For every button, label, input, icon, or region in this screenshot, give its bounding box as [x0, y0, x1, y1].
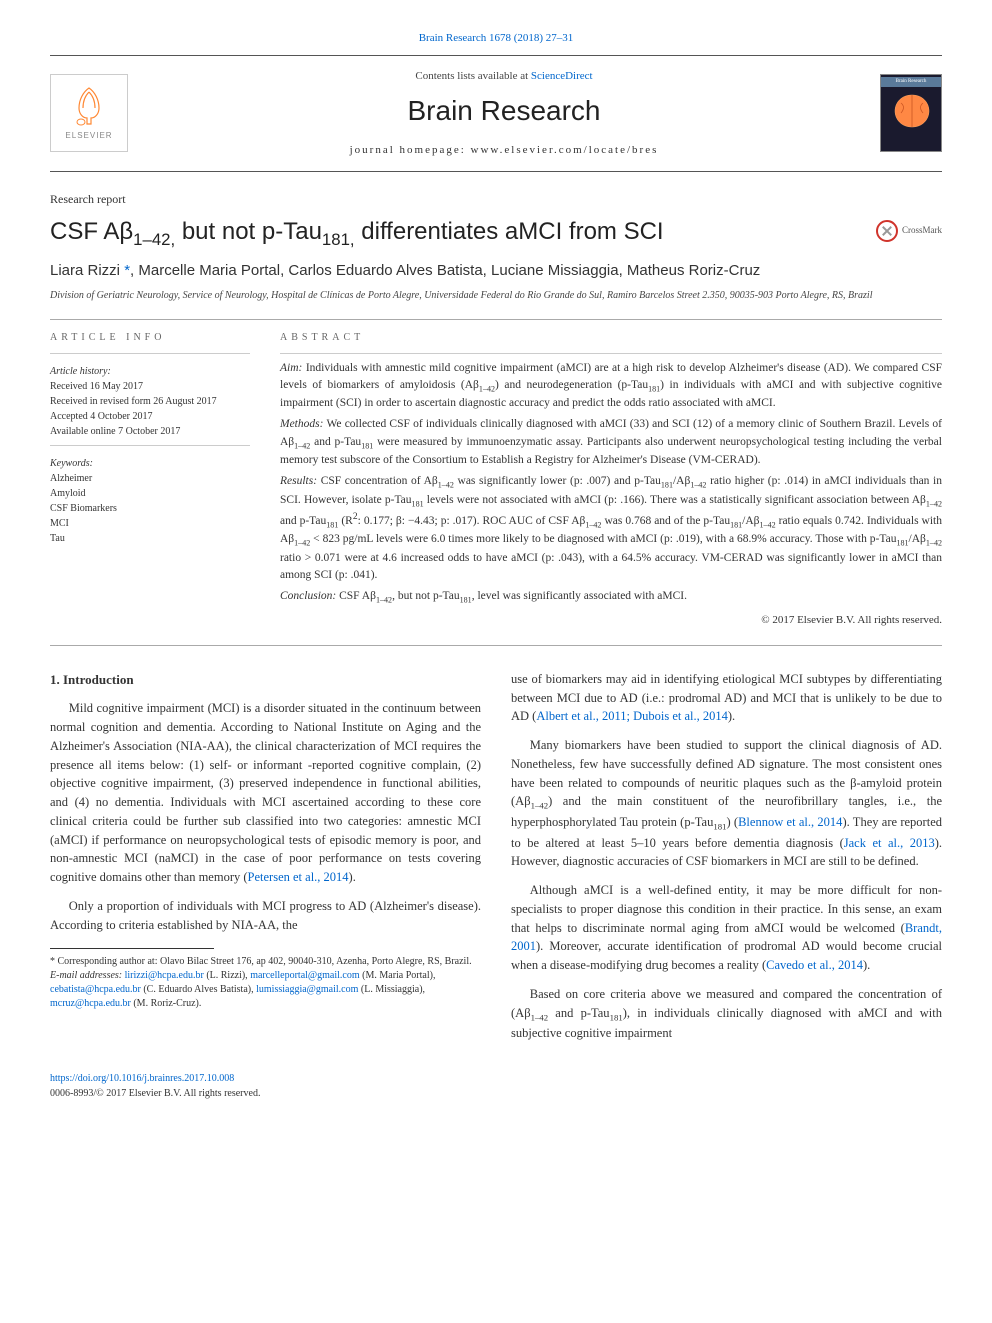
email-footnote: E-mail addresses: lirizzi@hcpa.edu.br (L…: [50, 969, 481, 1011]
article-info-panel: ARTICLE INFO Article history: Received 1…: [50, 330, 250, 629]
authors-line: Liara Rizzi *, Marcelle Maria Portal, Ca…: [50, 260, 942, 283]
elsevier-tree-icon: [69, 84, 109, 128]
keyword: MCI: [50, 516, 250, 531]
conclusion-text: CSF Aβ1–42, but not p-Tau181, level was …: [339, 590, 687, 602]
body-para: Many biomarkers have been studied to sup…: [511, 736, 942, 871]
crossmark-label: CrossMark: [902, 224, 942, 238]
history-item: Received 16 May 2017: [50, 379, 250, 394]
section-rule-2: [50, 645, 942, 646]
cover-label: Brain Research: [881, 77, 941, 87]
history-label: Article history:: [50, 364, 250, 379]
homepage-prefix: journal homepage:: [350, 144, 471, 156]
crossmark-icon: [876, 220, 898, 242]
corresponding-footnote: * Corresponding author at: Olavo Bilac S…: [50, 955, 481, 969]
abstract-methods: Methods: We collected CSF of individuals…: [280, 416, 942, 469]
affiliation: Division of Geriatric Neurology, Service…: [50, 289, 942, 303]
info-rule-1: [50, 353, 250, 354]
article-type: Research report: [50, 190, 942, 208]
section-title: Introduction: [63, 672, 134, 687]
email-label: E-mail addresses:: [50, 970, 122, 981]
crossmark-badge[interactable]: CrossMark: [876, 220, 942, 242]
homepage-url: www.elsevier.com/locate/bres: [471, 144, 659, 156]
history-item: Received in revised form 26 August 2017: [50, 394, 250, 409]
section-rule-1: [50, 319, 942, 320]
abstract-rule: [280, 353, 942, 354]
article-title: CSF Aβ1–42, but not p-Tau181, differenti…: [50, 216, 876, 251]
article-info-heading: ARTICLE INFO: [50, 330, 250, 345]
methods-text: We collected CSF of individuals clinical…: [280, 418, 942, 466]
results-text: CSF concentration of Aβ1–42 was signific…: [280, 475, 942, 581]
results-label: Results:: [280, 475, 317, 487]
abstract-results: Results: CSF concentration of Aβ1–42 was…: [280, 473, 942, 584]
aim-label: Aim:: [280, 362, 302, 374]
journal-cover-thumb[interactable]: Brain Research: [880, 74, 942, 152]
body-para: Only a proportion of individuals with MC…: [50, 897, 481, 935]
keyword: Tau: [50, 531, 250, 546]
homepage-line: journal homepage: www.elsevier.com/locat…: [128, 142, 880, 159]
methods-label: Methods:: [280, 418, 323, 430]
body-para: Based on core criteria above we measured…: [511, 985, 942, 1043]
conclusion-label: Conclusion:: [280, 590, 336, 602]
abstract-conclusion: Conclusion: CSF Aβ1–42, but not p-Tau181…: [280, 588, 942, 606]
abstract-panel: ABSTRACT Aim: Individuals with amnestic …: [280, 330, 942, 629]
keyword: CSF Biomarkers: [50, 501, 250, 516]
section-number: 1.: [50, 672, 60, 687]
body-column-left: 1. Introduction Mild cognitive impairmen…: [50, 670, 481, 1053]
page-footer: https://doi.org/10.1016/j.brainres.2017.…: [50, 1071, 942, 1101]
journal-reference: Brain Research 1678 (2018) 27–31: [50, 30, 942, 47]
body-para: Mild cognitive impairment (MCI) is a dis…: [50, 699, 481, 887]
keyword: Alzheimer: [50, 471, 250, 486]
sciencedirect-link[interactable]: ScienceDirect: [531, 70, 593, 82]
abstract-aim: Aim: Individuals with amnestic mild cogn…: [280, 360, 942, 413]
body-para: Although aMCI is a well-defined entity, …: [511, 881, 942, 975]
contents-line: Contents lists available at ScienceDirec…: [128, 68, 880, 85]
issn-line: 0006-8993/© 2017 Elsevier B.V. All right…: [50, 1088, 260, 1099]
section-heading: 1. Introduction: [50, 670, 481, 690]
masthead: ELSEVIER Contents lists available at Sci…: [50, 56, 942, 172]
history-item: Available online 7 October 2017: [50, 424, 250, 439]
contents-prefix: Contents lists available at: [415, 70, 530, 82]
journal-ref-link[interactable]: Brain Research 1678 (2018) 27–31: [419, 32, 574, 44]
body-para: use of biomarkers may aid in identifying…: [511, 670, 942, 726]
aim-text: Individuals with amnestic mild cognitive…: [280, 362, 942, 410]
elsevier-text: ELSEVIER: [65, 130, 112, 142]
journal-title: Brain Research: [128, 90, 880, 132]
body-columns: 1. Introduction Mild cognitive impairmen…: [50, 670, 942, 1053]
body-column-right: use of biomarkers may aid in identifying…: [511, 670, 942, 1053]
elsevier-logo[interactable]: ELSEVIER: [50, 74, 128, 152]
history-item: Accepted 4 October 2017: [50, 409, 250, 424]
abstract-copyright: © 2017 Elsevier B.V. All rights reserved…: [280, 612, 942, 629]
keyword: Amyloid: [50, 486, 250, 501]
keywords-label: Keywords:: [50, 456, 250, 471]
info-rule-2: [50, 445, 250, 446]
doi-link[interactable]: https://doi.org/10.1016/j.brainres.2017.…: [50, 1073, 234, 1084]
footnote-rule: [50, 948, 214, 949]
brain-icon: [891, 93, 933, 129]
abstract-heading: ABSTRACT: [280, 330, 942, 345]
